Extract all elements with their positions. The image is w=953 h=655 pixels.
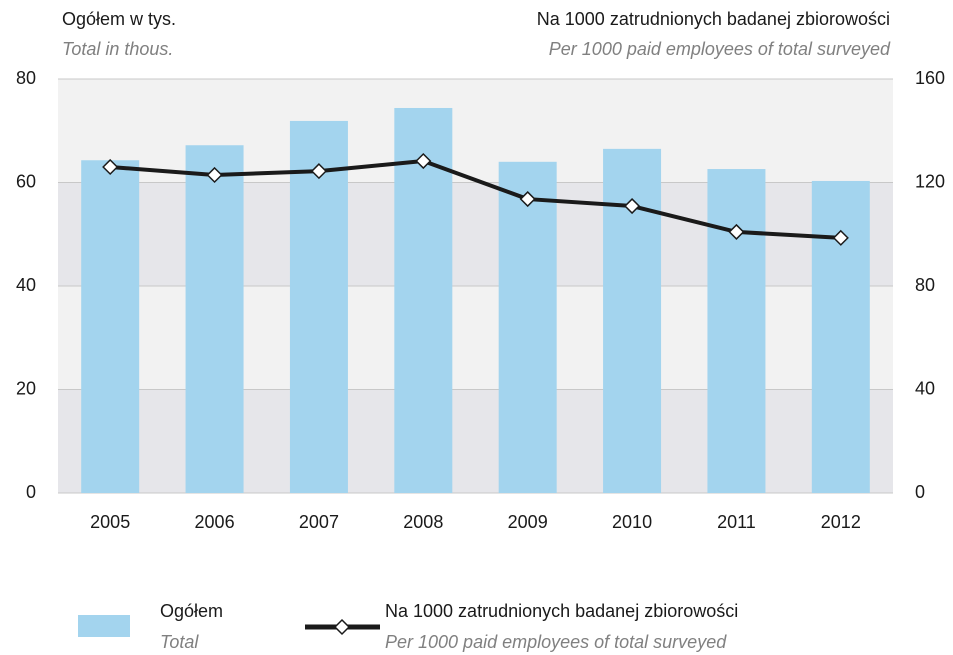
marker [206, 166, 223, 184]
marker [624, 197, 641, 215]
y-tick-label: 60 [16, 171, 36, 191]
x-tick-label: 2011 [717, 512, 756, 532]
y2-axis-title-en: Per 1000 paid employees of total surveye… [549, 39, 891, 59]
y2-axis-title: Na 1000 zatrudnionych badanej zbiorowośc… [537, 9, 890, 29]
marker [310, 163, 327, 180]
x-tick-label: 2006 [195, 512, 235, 532]
legend-label: Na 1000 zatrudnionych badanej zbiorowośc… [385, 601, 738, 621]
x-tick-label: 2010 [612, 512, 652, 532]
y2-tick-label: 80 [915, 275, 935, 295]
plot-band [58, 389, 893, 493]
bar [707, 169, 766, 494]
x-tick-label: 2009 [508, 512, 548, 532]
legend-label-en: Per 1000 paid employees of total surveye… [385, 632, 727, 652]
legend-label: Ogółem [160, 601, 223, 621]
y2-tick-label: 40 [915, 378, 935, 398]
line [110, 159, 841, 240]
bar [811, 180, 870, 493]
plot-band [58, 286, 893, 390]
plot-band [58, 79, 893, 183]
y-tick-label: 0 [26, 482, 36, 502]
y-axis-title-en: Total in thous. [62, 39, 173, 59]
bar [394, 107, 453, 493]
marker [102, 158, 119, 176]
y2-tick-label: 0 [915, 482, 925, 502]
y-tick-label: 40 [16, 275, 36, 295]
y2-tick-label: 160 [915, 68, 945, 88]
y-axis-title: Ogółem w tys. [62, 9, 176, 29]
x-tick-label: 2008 [403, 512, 443, 532]
legend-marker [333, 618, 351, 636]
x-tick-label: 2012 [821, 512, 861, 532]
bar [498, 161, 557, 494]
legend-swatch [78, 615, 130, 637]
marker [728, 223, 745, 240]
bar [185, 145, 244, 494]
marker [519, 190, 536, 208]
x-tick-label: 2007 [299, 512, 339, 532]
marker [832, 229, 849, 246]
legend-label-en: Total [160, 632, 199, 652]
y-tick-label: 20 [16, 378, 36, 398]
plot-background [58, 78, 893, 494]
y-tick-label: 80 [16, 68, 36, 88]
x-tick-label: 2005 [90, 512, 130, 532]
bar [289, 120, 348, 493]
y2-tick-label: 120 [915, 171, 945, 191]
marker [415, 152, 432, 170]
bar [81, 160, 140, 493]
